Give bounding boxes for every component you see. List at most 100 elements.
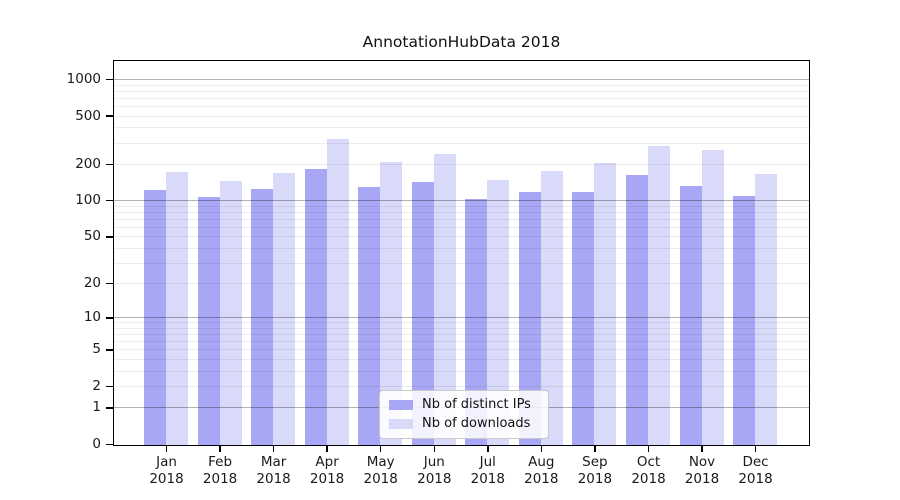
bar-oct-distinct-ips [626,175,648,445]
y-tick-label-0: 0 [92,436,101,452]
bar-mar-downloads [273,173,296,445]
x-tick-label-jan: Jan 2018 [149,454,184,487]
gridline-90 [114,205,809,207]
legend-swatch-downloads [389,418,413,429]
bar-nov-distinct-ips [679,186,702,445]
y-tick-10 [106,317,113,319]
plot-area: Nb of distinct IPs Nb of downloads [113,60,810,446]
y-tick-label-10: 10 [83,309,101,326]
bar-may-downloads [380,161,403,445]
bar-aug-downloads [540,170,563,445]
gridline-50 [114,236,809,238]
x-tick-nov [701,446,703,452]
bar-sep-downloads [594,162,617,445]
y-tick-label-2: 2 [92,378,101,394]
y-tick-1000 [106,78,113,81]
bar-feb-downloads [219,181,242,445]
gridline-8 [114,327,809,329]
gridline-200 [114,163,809,165]
gridline-4 [114,359,809,360]
legend-row-distinct-ips: Nb of distinct IPs [389,397,539,412]
y-tick-label-5: 5 [92,341,101,358]
gridline-10 [114,317,809,319]
gridline-900 [114,84,809,86]
y-tick-100 [106,199,113,202]
bar-dec-distinct-ips [733,196,755,445]
bar-mar-distinct-ips [251,188,274,445]
bar-oct-downloads [648,146,670,445]
y-tick-label-500: 500 [75,107,101,124]
gridline-40 [114,247,809,249]
x-tick-may [379,446,382,452]
gridline-500 [114,115,809,117]
bar-sep-distinct-ips [572,191,595,445]
gridline-80 [114,211,809,213]
y-tick-50 [106,236,113,238]
y-tick-label-1000: 1000 [66,71,101,87]
bar-jun-distinct-ips [411,182,434,445]
x-tick-dec [754,446,757,452]
gridline-70 [114,218,809,220]
chart-title: AnnotationHubData 2018 [362,33,561,51]
y-tick-0 [106,443,113,446]
x-tick-label-jun: Jun 2018 [417,454,452,487]
gridline-6 [114,341,809,343]
legend: Nb of distinct IPs Nb of downloads [379,390,549,439]
x-tick-apr [326,446,328,452]
y-tick-5 [106,349,113,351]
bar-feb-distinct-ips [197,197,220,445]
x-tick-aug [540,446,543,452]
gridline-3 [114,370,809,372]
gridline-9 [114,322,809,324]
bar-jan-distinct-ips [144,189,166,445]
legend-label-downloads: Nb of downloads [422,416,531,431]
y-tick-label-1: 1 [92,399,101,416]
x-tick-mar [272,446,275,452]
y-tick-20 [106,282,113,285]
legend-label-distinct-ips: Nb of distinct IPs [422,397,531,412]
x-tick-jun [433,446,435,452]
legend-row-downloads: Nb of downloads [389,416,539,431]
gridline-7 [114,334,809,336]
y-tick-2 [106,385,113,388]
x-tick-label-sep: Sep 2018 [577,454,613,487]
gridline-100 [114,200,809,202]
bar-jun-downloads [433,153,456,445]
y-tick-1 [106,407,113,409]
x-tick-label-feb: Feb 2018 [202,454,238,487]
gridline-5 [114,349,809,351]
y-tick-label-200: 200 [75,155,101,172]
gridline-20 [114,283,809,285]
gridline-400 [114,127,809,129]
y-tick-500 [106,115,113,117]
bar-apr-distinct-ips [304,168,327,445]
gridline-700 [114,97,809,99]
gridline-600 [114,106,809,107]
bar-jul-distinct-ips [465,199,488,445]
x-tick-jan [165,446,168,452]
x-tick-label-nov: Nov 2018 [684,454,720,487]
x-tick-label-may: May 2018 [363,454,398,487]
x-tick-jul [487,446,489,452]
gridline-300 [114,142,809,144]
y-tick-label-20: 20 [83,275,101,292]
gridline-60 [114,226,809,228]
gridline-2 [114,386,809,387]
bar-jan-downloads [166,172,188,445]
gridline-800 [114,90,809,92]
x-tick-label-dec: Dec 2018 [738,454,773,487]
x-tick-feb [219,446,221,452]
bar-jul-downloads [487,179,510,445]
bar-apr-downloads [326,138,349,445]
x-tick-label-jul: Jul 2018 [470,454,505,487]
x-tick-label-mar: Mar 2018 [256,454,291,487]
y-tick-label-100: 100 [75,192,101,209]
bar-nov-downloads [701,149,724,445]
bar-dec-downloads [755,173,777,445]
x-tick-oct [647,446,650,452]
gridline-1000 [114,79,809,80]
legend-swatch-distinct-ips [389,399,413,410]
bar-aug-distinct-ips [518,191,541,445]
x-tick-label-aug: Aug 2018 [524,454,559,487]
